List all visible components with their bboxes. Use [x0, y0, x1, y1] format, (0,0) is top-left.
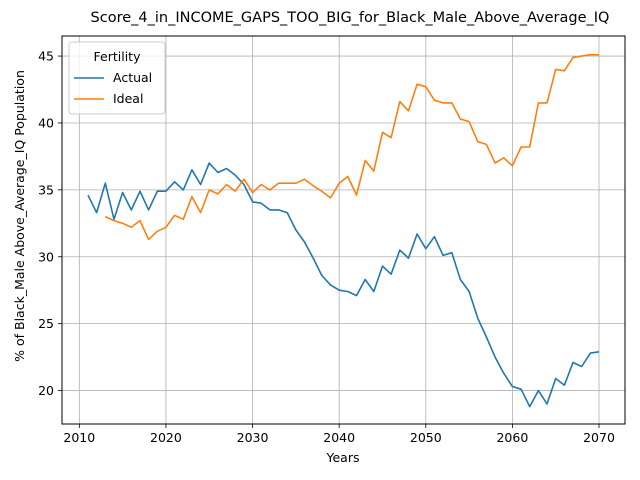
x-axis: 2010 2020 2030 2040 2050 2060 2070 — [63, 424, 615, 445]
legend-label-actual: Actual — [113, 70, 152, 85]
x-axis-label: Years — [326, 450, 360, 465]
plot-frame — [61, 35, 626, 425]
grid — [62, 36, 625, 424]
y-axis: 20 25 30 35 40 45 — [38, 49, 62, 398]
y-tick-label: 30 — [38, 249, 54, 264]
y-tick-label: 35 — [38, 182, 54, 197]
chart-title: Score_4_in_INCOME_GAPS_TOO_BIG_for_Black… — [91, 10, 610, 26]
y-axis-label: % of Black_Male Above_Average_IQ Populat… — [12, 70, 27, 362]
legend-box — [68, 41, 166, 115]
x-tick-label: 2010 — [63, 430, 95, 445]
y-tick-label: 45 — [38, 49, 54, 64]
legend: Fertility Actual Ideal — [68, 41, 166, 115]
x-tick-label: 2030 — [237, 430, 269, 445]
y-tick-label: 25 — [38, 316, 54, 331]
x-tick-label: 2050 — [410, 430, 442, 445]
y-tick-label: 40 — [38, 115, 54, 130]
x-tick-label: 2020 — [150, 430, 182, 445]
legend-label-ideal: Ideal — [113, 91, 143, 106]
legend-title: Fertility — [94, 49, 142, 64]
y-tick-label: 20 — [38, 383, 54, 398]
series-lines — [87, 53, 600, 408]
x-tick-label: 2060 — [496, 430, 528, 445]
series-line-actual — [87, 162, 600, 408]
x-tick-label: 2070 — [583, 430, 615, 445]
x-tick-label: 2040 — [323, 430, 355, 445]
series-line-ideal — [104, 53, 599, 241]
